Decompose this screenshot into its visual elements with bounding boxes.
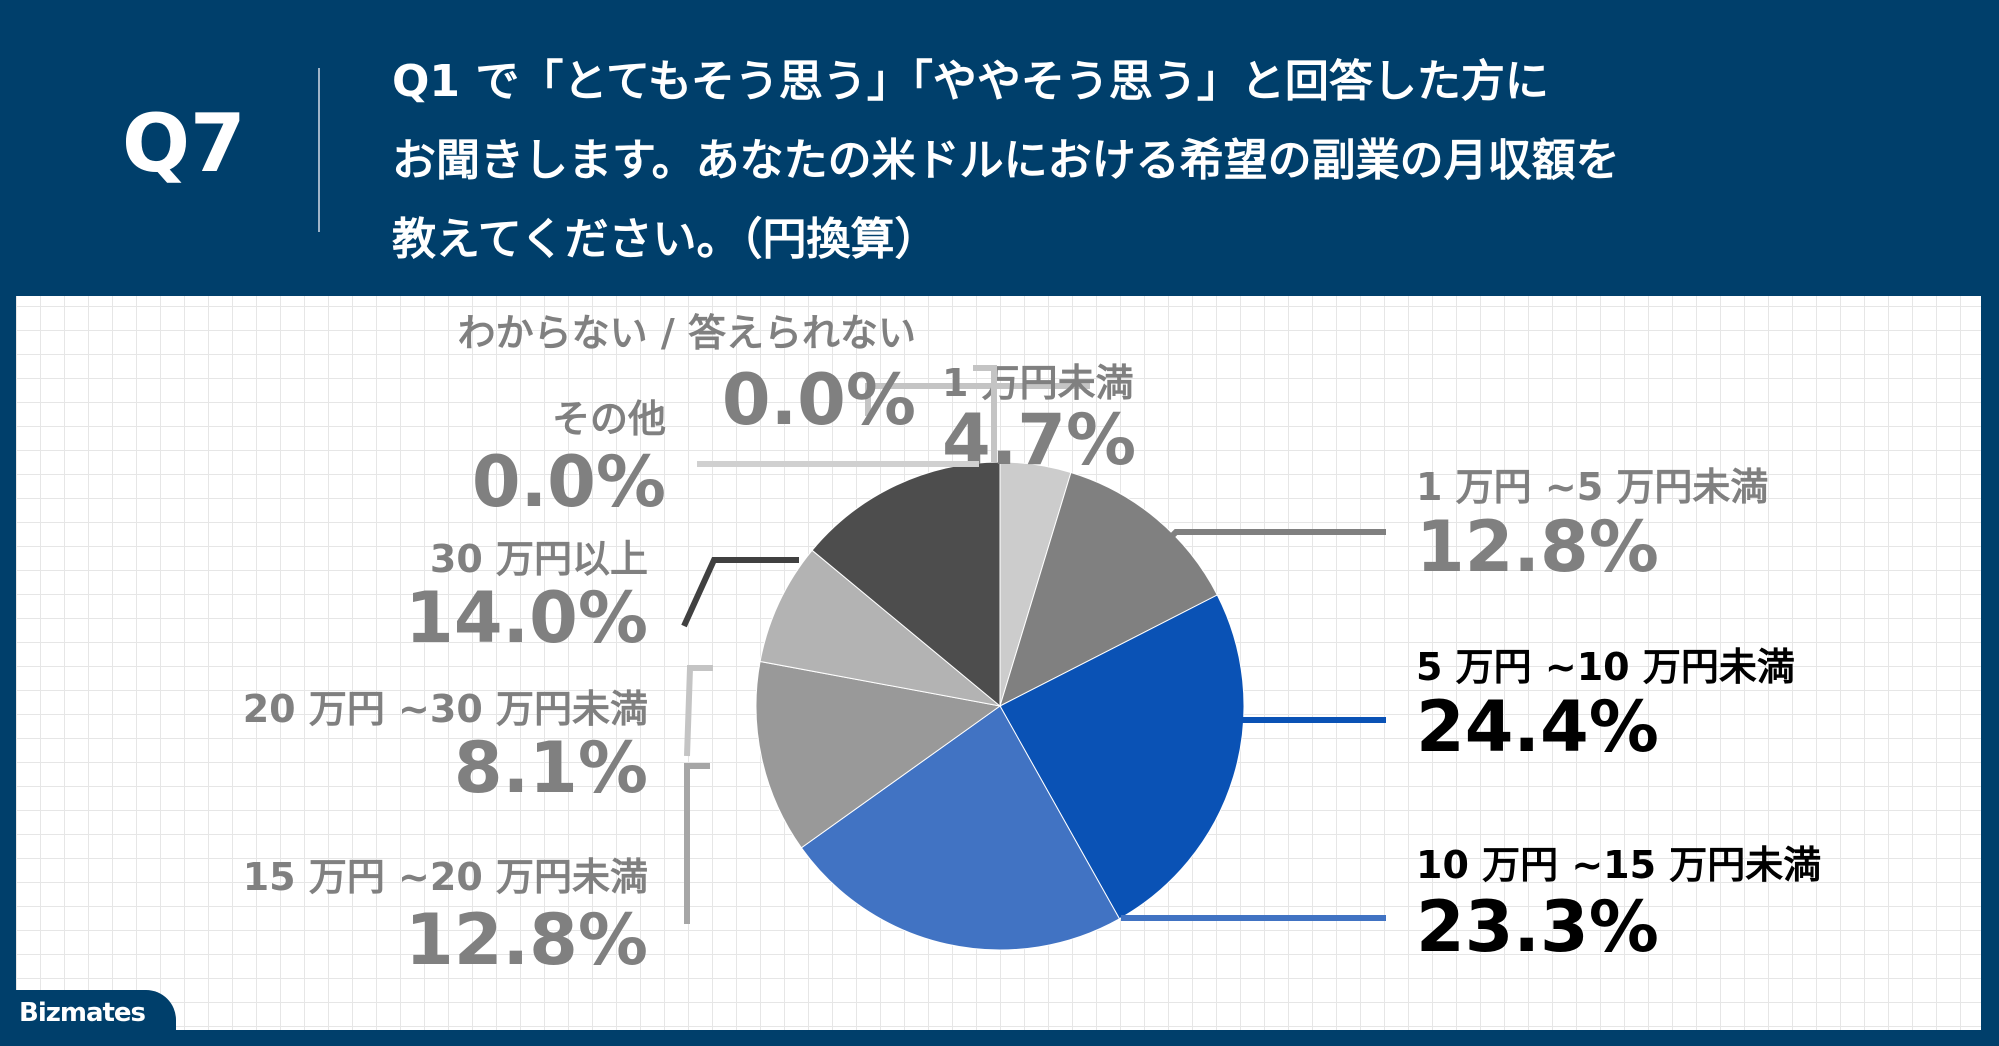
pie-slice [999,471,1218,707]
pie-slice [811,461,1001,708]
header-band: Q7 Q1 で「とてもそう思う」「ややそう思う」と回答した方に お聞きします。あ… [0,0,1999,296]
slice-value: 24.4% [1416,686,1659,768]
slice-value: 0.0% [722,359,916,441]
logo-text: Bizmates [19,998,146,1028]
leader-line [1151,529,1386,557]
pie-slice [755,660,1002,849]
leader-line [684,665,713,757]
slice-value: 12.8% [405,899,648,981]
leader-line [681,557,799,628]
header-divider [318,68,320,232]
slice-label: その他 [552,397,666,441]
question-line: 教えてください。（円換算） [392,214,939,265]
slice-value: 0.0% [472,441,666,523]
question-line: お聞きします。あなたの米ドルにおける希望の副業の月収額を [392,135,1620,186]
slice-value: 14.0% [405,577,648,659]
leader-line [865,383,1090,416]
slice-value: 23.3% [1416,886,1659,968]
bizmates-logo: Bizmates [0,990,176,1036]
pie-slice [759,549,1002,707]
slice-label: 5 万円 ~10 万円未満 [1416,645,1795,689]
slice-label: 10 万円 ~15 万円未満 [1416,843,1821,887]
slice-label: 30 万円以上 [430,537,648,581]
slice-value: 4.7% [942,399,1136,481]
slice-label: わからない / 答えられない [458,311,916,355]
slice-label: 1 万円 ~5 万円未満 [1416,465,1768,509]
question-number: Q7 [122,97,246,190]
pie-slice [999,594,1245,920]
question-line: Q1 で「とてもそう思う」「ややそう思う」と回答した方に [392,56,1549,107]
leader-line [684,763,710,924]
pie-slice [800,705,1121,951]
slice-value: 12.8% [1416,506,1659,588]
question-text: Q1 で「とてもそう思う」「ややそう思う」と回答した方に お聞きします。あなたの… [392,42,1912,279]
slice-value: 8.1% [454,727,648,809]
leader-line [973,365,997,462]
slice-label: 15 万円 ~20 万円未満 [243,855,648,899]
slice-label: 20 万円 ~30 万円未満 [243,687,648,731]
